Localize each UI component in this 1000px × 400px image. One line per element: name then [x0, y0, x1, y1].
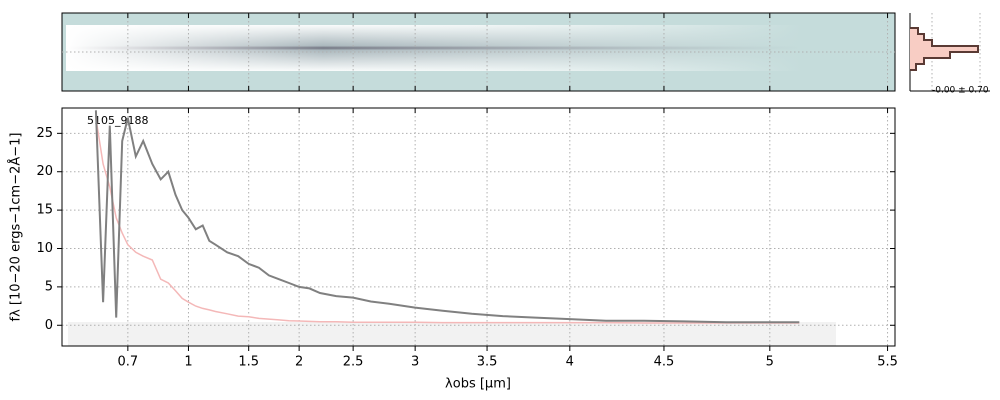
x-tick-label: 4: [566, 355, 574, 370]
x-tick-label: 3: [411, 355, 419, 370]
y-tick-label: 0: [45, 318, 53, 333]
zero-band: [68, 322, 836, 346]
x-tick-label: 5.5: [877, 355, 898, 370]
x-tick-label: 5: [766, 355, 774, 370]
x-axis-label: λobs [μm]: [445, 377, 511, 392]
y-tick-label: 15: [36, 203, 53, 218]
inset-histogram: [910, 27, 979, 71]
x-tick-label: 1.5: [238, 355, 259, 370]
y-axis-label: fλ [10−20 ergs−1cm−2Å−1]: [8, 133, 24, 322]
y-tick-label: 5: [45, 279, 53, 294]
plot-frame: [61, 107, 896, 347]
x-tick-label: 3.5: [477, 355, 498, 370]
spectrum-line: [95, 117, 800, 324]
plot-frame: [61, 107, 896, 347]
x-tick-label: 4.5: [654, 355, 675, 370]
y-tick-label: 25: [36, 126, 53, 141]
y-tick-label: 10: [36, 241, 53, 256]
x-tick-label: 2.5: [343, 355, 364, 370]
x-tick-label: 2: [295, 355, 303, 370]
trace-fade: [66, 25, 801, 71]
x-tick-label: 0.7: [118, 355, 139, 370]
object-label: 5105_9188: [87, 114, 149, 127]
x-tick-label: 1: [184, 355, 192, 370]
inset-label: -0.00 ± 0.70: [932, 86, 989, 96]
spectrum-line: [94, 110, 800, 324]
y-tick-label: 20: [36, 164, 53, 179]
